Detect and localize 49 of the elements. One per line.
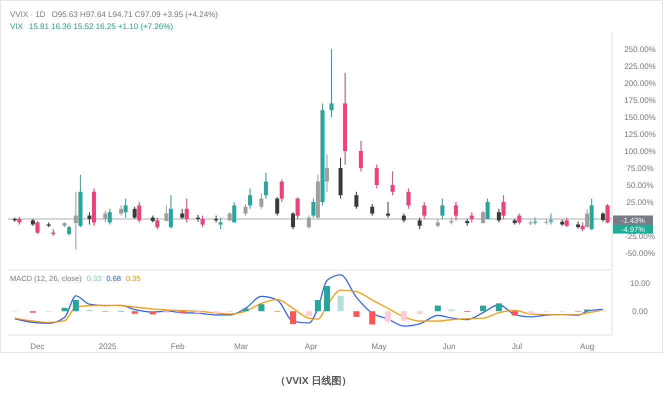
bar [242,308,249,312]
y-tick-label: 225.00% [624,62,656,71]
y-tick-label: -50.00% [625,249,655,258]
text: VVIX · 1D [10,10,46,19]
bar [306,311,312,316]
bar [528,311,534,314]
y-tick-label: 10.00 [630,279,651,288]
x-tick-label: Aug [580,342,594,351]
y-tick-label: 200.00% [624,79,656,88]
x-tick-label: Mar [234,342,248,351]
x-tick-label: Feb [170,342,186,351]
bar [416,311,423,314]
y-tick-label: 50.00% [626,181,654,190]
bar [290,311,296,324]
bar [496,303,502,312]
bar [324,286,330,312]
text: O95.63 H97.64 L94.71 C97.09 +3.95 (+4.24%) [52,10,218,19]
bar [434,306,441,312]
x-tick-label: Dec [30,342,45,351]
y-tick-label: 25.00% [626,198,654,207]
y-tick-label: 125.00% [624,130,656,139]
bar [385,311,392,322]
y-tick-label: 75.00% [626,164,654,173]
bar [258,304,264,312]
text: 15.81 16.36 15.52 16.25 +1.10 (+7.26%) [28,22,174,31]
y-tick-label: 250.00% [624,45,656,54]
bar [150,311,156,314]
y-tick-label: 0.00 [632,307,648,316]
y-tick-label: 100.00% [624,147,656,156]
bar [338,296,344,312]
bar [72,300,79,312]
bar [400,311,407,320]
x-tick-label: Jun [442,342,456,351]
bar [480,306,486,312]
text: （VVIX 日线图） [276,375,352,387]
bar [369,311,376,324]
x-tick-label: Apr [304,342,318,351]
text: VIX [10,22,23,31]
x-tick-label: 2025 [98,342,117,351]
bar [314,300,321,312]
bar [353,311,360,317]
x-tick-label: Jul [512,342,522,351]
y-tick-label: 175.00% [624,96,656,105]
x-tick-label: May [371,342,387,351]
bar [512,311,518,316]
line-series [14,290,604,323]
y-tick-label: 150.00% [624,113,656,122]
y-tick-label: -25.00% [625,232,655,241]
bar [132,311,138,314]
